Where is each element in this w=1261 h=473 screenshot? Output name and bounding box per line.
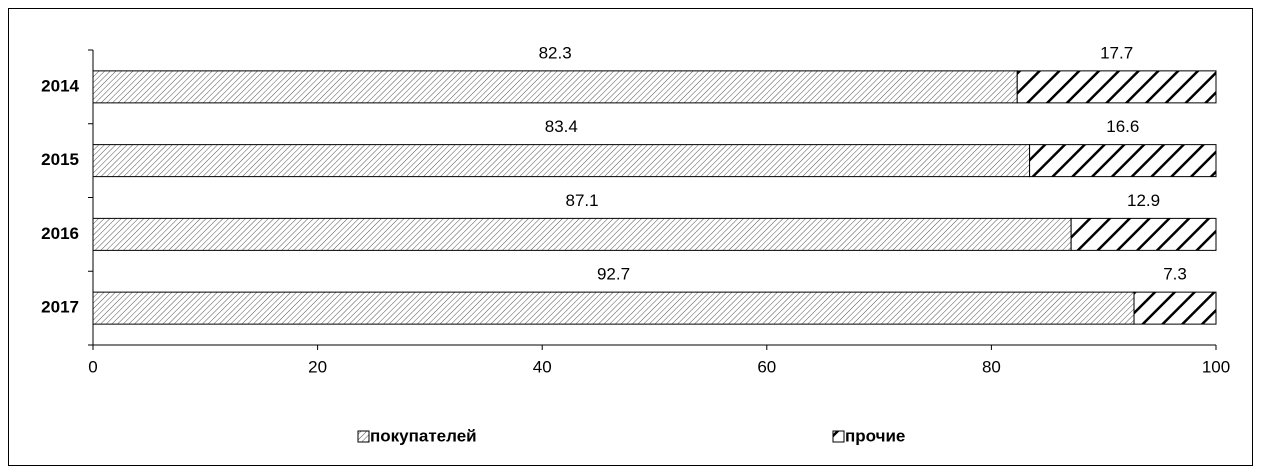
bar-segment xyxy=(92,217,1072,251)
data-label: 16.6 xyxy=(1106,117,1139,136)
bar-segment xyxy=(92,70,1018,104)
data-label: 92.7 xyxy=(597,265,630,284)
legend-swatch xyxy=(357,430,370,443)
bar-segment xyxy=(92,144,1031,178)
bar-segment xyxy=(92,291,1135,325)
bar-segment xyxy=(1029,144,1217,178)
x-tick-label: 80 xyxy=(982,357,1001,376)
y-tick-label: 2016 xyxy=(41,224,79,243)
x-tick-label: 60 xyxy=(757,357,776,376)
data-label: 7.3 xyxy=(1163,265,1187,284)
y-tick-label: 2014 xyxy=(41,76,79,95)
y-tick-label: 2017 xyxy=(41,298,79,317)
legend-label: прочие xyxy=(845,426,905,445)
data-label: 87.1 xyxy=(566,191,599,210)
x-tick-label: 20 xyxy=(308,357,327,376)
x-tick-label: 0 xyxy=(88,357,97,376)
bar-segment xyxy=(1070,217,1217,251)
data-label: 82.3 xyxy=(539,43,572,62)
y-tick-label: 2015 xyxy=(41,150,79,169)
legend-swatch xyxy=(832,430,845,443)
legend-label: покупателей xyxy=(370,426,477,445)
data-label: 12.9 xyxy=(1127,191,1160,210)
x-tick-label: 40 xyxy=(533,357,552,376)
data-label: 83.4 xyxy=(545,117,578,136)
data-label: 17.7 xyxy=(1100,43,1133,62)
bar-segment xyxy=(1133,291,1217,325)
bar-segment xyxy=(1016,70,1217,104)
x-tick-label: 100 xyxy=(1202,357,1230,376)
